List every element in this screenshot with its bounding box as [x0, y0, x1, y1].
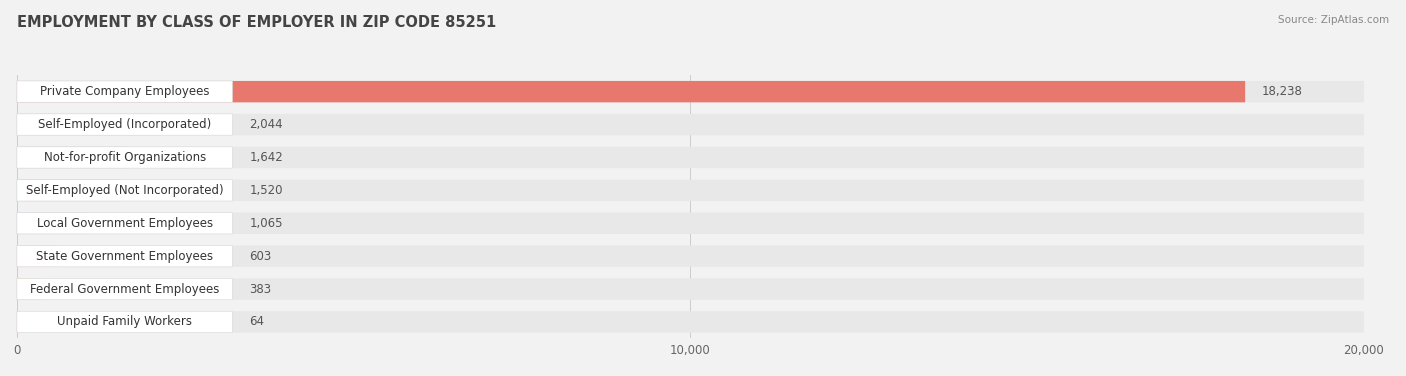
Text: 383: 383: [249, 282, 271, 296]
FancyBboxPatch shape: [17, 81, 1364, 102]
Text: Private Company Employees: Private Company Employees: [39, 85, 209, 98]
FancyBboxPatch shape: [17, 147, 1364, 168]
FancyBboxPatch shape: [17, 180, 232, 201]
FancyBboxPatch shape: [17, 212, 89, 234]
FancyBboxPatch shape: [17, 114, 232, 135]
Text: Local Government Employees: Local Government Employees: [37, 217, 212, 230]
Text: 2,044: 2,044: [249, 118, 283, 131]
Text: Source: ZipAtlas.com: Source: ZipAtlas.com: [1278, 15, 1389, 25]
Text: 603: 603: [249, 250, 271, 263]
FancyBboxPatch shape: [17, 212, 1364, 234]
FancyBboxPatch shape: [17, 246, 232, 267]
FancyBboxPatch shape: [17, 311, 21, 333]
Text: Federal Government Employees: Federal Government Employees: [30, 282, 219, 296]
Text: 1,520: 1,520: [249, 184, 283, 197]
Text: State Government Employees: State Government Employees: [37, 250, 214, 263]
FancyBboxPatch shape: [17, 147, 232, 168]
FancyBboxPatch shape: [17, 278, 1364, 300]
FancyBboxPatch shape: [17, 212, 232, 234]
Text: Self-Employed (Incorporated): Self-Employed (Incorporated): [38, 118, 211, 131]
Text: 64: 64: [249, 315, 264, 329]
FancyBboxPatch shape: [17, 114, 1364, 135]
Text: Not-for-profit Organizations: Not-for-profit Organizations: [44, 151, 205, 164]
FancyBboxPatch shape: [17, 311, 1364, 333]
FancyBboxPatch shape: [17, 180, 1364, 201]
FancyBboxPatch shape: [17, 246, 1364, 267]
Text: 1,065: 1,065: [249, 217, 283, 230]
FancyBboxPatch shape: [17, 114, 155, 135]
FancyBboxPatch shape: [17, 278, 232, 300]
Text: Self-Employed (Not Incorporated): Self-Employed (Not Incorporated): [25, 184, 224, 197]
FancyBboxPatch shape: [17, 81, 1246, 102]
Text: EMPLOYMENT BY CLASS OF EMPLOYER IN ZIP CODE 85251: EMPLOYMENT BY CLASS OF EMPLOYER IN ZIP C…: [17, 15, 496, 30]
FancyBboxPatch shape: [17, 311, 232, 333]
FancyBboxPatch shape: [17, 180, 120, 201]
FancyBboxPatch shape: [17, 147, 128, 168]
Text: Unpaid Family Workers: Unpaid Family Workers: [58, 315, 193, 329]
FancyBboxPatch shape: [17, 81, 232, 102]
FancyBboxPatch shape: [17, 278, 42, 300]
Text: 1,642: 1,642: [249, 151, 283, 164]
FancyBboxPatch shape: [17, 246, 58, 267]
Text: 18,238: 18,238: [1263, 85, 1303, 98]
